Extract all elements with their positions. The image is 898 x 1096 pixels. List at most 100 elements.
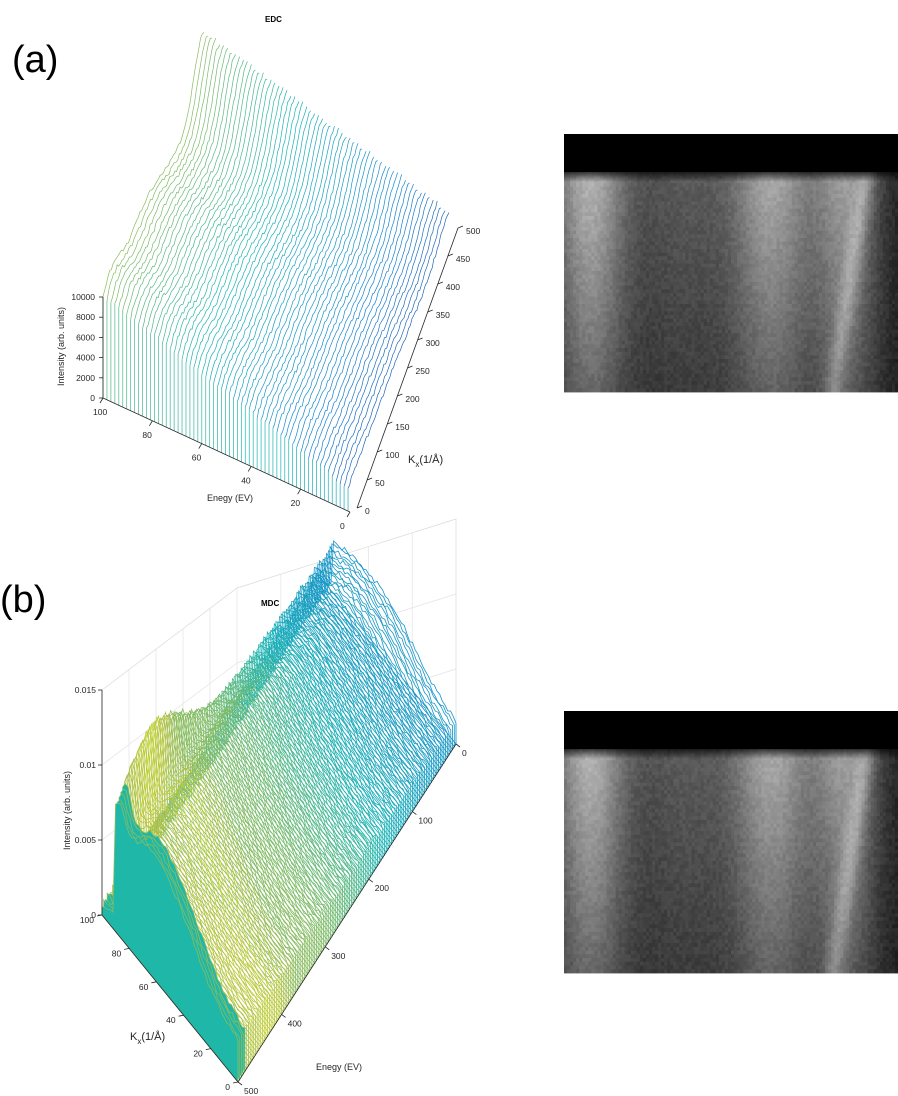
map-pixel (645, 285, 650, 290)
map-pixel (673, 227, 677, 232)
edc-slice-line (308, 182, 410, 459)
mdc-slice-line (256, 627, 394, 843)
map-pixel (570, 289, 574, 294)
map-pixel (773, 186, 777, 191)
map-pixel (588, 274, 592, 279)
map-pixel (712, 208, 717, 213)
map-pixel (770, 318, 774, 323)
map-pixel (843, 285, 847, 290)
map-pixel (846, 219, 850, 224)
map-pixel (624, 300, 629, 305)
map-pixel (749, 256, 753, 261)
map-pixel (776, 289, 780, 294)
map-pixel (837, 245, 841, 250)
map-pixel (743, 219, 747, 224)
map-pixel (791, 282, 796, 287)
map-pixel (779, 263, 784, 268)
map-pixel (670, 285, 674, 290)
map-pixel (758, 263, 762, 268)
map-pixel (803, 285, 808, 290)
map-pixel (849, 252, 853, 257)
map-pixel (879, 304, 884, 309)
map-pixel (803, 234, 808, 239)
map-pixel (715, 278, 720, 283)
map-pixel (697, 186, 702, 191)
map-pixel (712, 201, 717, 206)
map-pixel (712, 256, 717, 261)
map-pixel (773, 278, 777, 283)
map-pixel (828, 208, 832, 213)
map-pixel (852, 315, 856, 320)
map-pixel (764, 219, 768, 224)
map-pixel (612, 263, 617, 268)
mdc-slice-line (270, 610, 408, 821)
map-pixel (582, 293, 586, 298)
mdc-slice-line (286, 585, 424, 797)
map-pixel (715, 304, 720, 309)
map-pixel (609, 234, 613, 239)
map-pixel (734, 212, 738, 217)
map-pixel (670, 186, 674, 191)
map-pixel (576, 260, 580, 265)
map-pixel (831, 201, 835, 206)
map-pixel (642, 219, 647, 224)
map-pixel (573, 205, 577, 210)
map-pixel (636, 285, 641, 290)
map-pixel (570, 271, 574, 276)
map-pixel (822, 216, 826, 221)
map-pixel (685, 223, 689, 228)
map-pixel (712, 271, 717, 276)
map-pixel (800, 296, 805, 301)
map-pixel (576, 304, 580, 309)
map-pixel (761, 271, 765, 276)
map-pixel (852, 234, 856, 239)
map-pixel (858, 293, 862, 298)
map-pixel (621, 318, 626, 323)
map-pixel (670, 205, 674, 210)
map-pixel (782, 245, 787, 250)
mdc-slice-line (251, 636, 389, 851)
map-pixel (591, 208, 595, 213)
map-pixel (849, 274, 853, 279)
edc-slice-line (240, 132, 343, 406)
map-pixel (664, 315, 668, 320)
map-pixel (779, 322, 784, 327)
map-pixel (770, 201, 774, 206)
map-pixel (837, 208, 841, 213)
map-pixel (861, 186, 865, 191)
map-pixel (767, 304, 771, 309)
edc-slice-line (312, 183, 414, 462)
map-pixel (691, 238, 695, 243)
map-pixel (639, 267, 644, 272)
map-pixel (852, 318, 856, 323)
map-pixel (676, 274, 680, 279)
map-pixel (691, 249, 695, 254)
map-pixel (788, 315, 793, 320)
map-pixel (591, 223, 595, 228)
map-pixel (655, 241, 659, 246)
map-pixel (700, 223, 705, 228)
map-pixel (685, 271, 689, 276)
map-pixel (831, 219, 835, 224)
map-pixel (649, 296, 653, 301)
map-pixel (564, 285, 568, 290)
map-pixel (864, 238, 869, 243)
map-pixel (633, 322, 638, 327)
map-pixel (803, 278, 808, 283)
map-pixel (645, 245, 650, 250)
map-pixel (706, 227, 711, 232)
map-pixel (861, 223, 865, 228)
map-pixel (573, 197, 577, 202)
map-pixel (624, 285, 629, 290)
map-pixel (743, 263, 747, 268)
map-pixel (822, 271, 826, 276)
map-pixel (649, 245, 653, 250)
map-pixel (864, 230, 869, 235)
map-pixel (564, 186, 568, 191)
map-pixel (685, 194, 689, 199)
map-pixel (697, 212, 702, 217)
map-pixel (576, 212, 580, 217)
map-pixel (579, 267, 583, 272)
map-pixel (567, 230, 571, 235)
map-pixel (740, 271, 744, 276)
